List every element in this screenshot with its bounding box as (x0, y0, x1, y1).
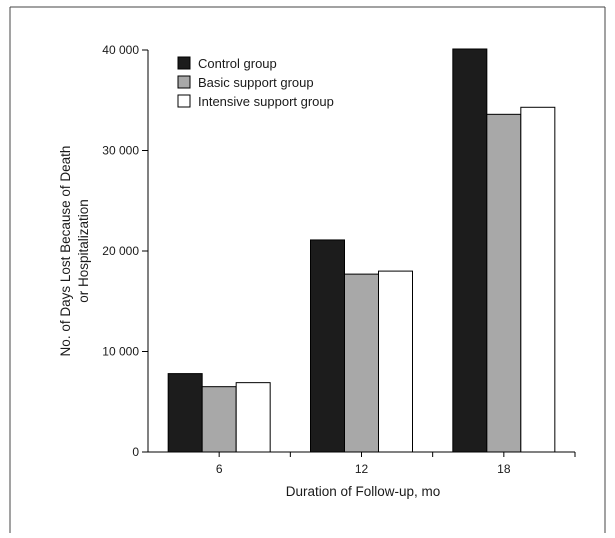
y-tick-label: 20 000 (102, 244, 139, 258)
bar (201, 386, 237, 453)
x-tick-label: 12 (355, 462, 369, 476)
legend-swatch-control (177, 56, 191, 70)
y-tick-label: 0 (132, 445, 139, 459)
y-tick-label: 40 000 (102, 43, 139, 57)
legend: Control group Basic support group Intens… (177, 56, 334, 109)
bar (520, 106, 556, 453)
legend-swatch-basic (177, 75, 191, 89)
bar (344, 273, 379, 453)
bar (167, 373, 203, 453)
axes-layer: 0 10 000 20 000 30 000 40 000 6 12 18 (102, 43, 576, 476)
legend-label-intensive: Intensive support group (198, 94, 334, 109)
x-tick-label: 18 (497, 462, 511, 476)
x-axis-title: Duration of Follow-up, mo (286, 484, 441, 499)
bar (452, 48, 488, 453)
x-tick-label: 6 (216, 462, 223, 476)
bar (486, 113, 522, 453)
legend-label-basic: Basic support group (198, 75, 314, 90)
bars-layer (167, 48, 556, 453)
bar (235, 382, 271, 453)
y-tick-label: 10 000 (102, 345, 139, 359)
bar (310, 239, 345, 453)
legend-label-control: Control group (198, 56, 277, 71)
y-axis-title-line-1: No. of Days Lost Because of Death (58, 146, 73, 357)
bar (378, 270, 413, 453)
y-axis-title-line-2: or Hospitalization (76, 199, 91, 303)
legend-swatch-intensive (177, 94, 191, 108)
y-tick-label: 30 000 (102, 144, 139, 158)
